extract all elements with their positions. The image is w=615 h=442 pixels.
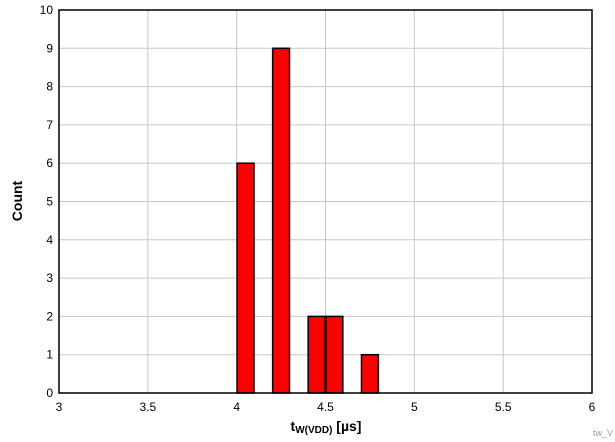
x-tick-label: 4.5	[317, 400, 334, 414]
y-tick-label: 0	[46, 386, 53, 400]
x-tick-label: 5.5	[495, 400, 512, 414]
histogram-bar	[360, 353, 380, 394]
y-tick-label: 10	[40, 3, 54, 17]
x-tick-label: 3.5	[139, 400, 156, 414]
y-tick-label: 2	[46, 309, 53, 323]
x-tick-label: 6	[589, 400, 596, 414]
x-axis-title-unit: [µs]	[332, 418, 361, 434]
plot-frame	[58, 9, 593, 394]
x-axis-title-main: t	[291, 418, 296, 434]
x-tick-label: 3	[56, 400, 63, 414]
x-axis-title: tW(VDD) [µs]	[291, 418, 362, 436]
y-tick-label: 8	[46, 80, 53, 94]
watermark-label: tw_V	[593, 428, 613, 438]
y-tick-label: 6	[46, 156, 53, 170]
x-tick-label: 4	[233, 400, 240, 414]
y-tick-label: 9	[46, 41, 53, 55]
y-tick-label: 4	[46, 233, 53, 247]
x-axis-title-subscript: W(VDD)	[295, 425, 332, 436]
histogram-bar	[271, 47, 291, 394]
histogram-bar	[325, 315, 344, 394]
x-tick-label: 5	[411, 400, 418, 414]
x-tick-labels: 3 3.5 4 4.5 5 5.5 6	[56, 400, 596, 414]
y-tick-label: 3	[46, 271, 53, 285]
y-tick-labels: 0 1 2 3 4 5 6 7 8 9 10	[40, 3, 54, 400]
y-tick-label: 1	[46, 348, 53, 362]
y-axis-title: Count	[9, 180, 25, 221]
y-tick-label: 7	[46, 118, 53, 132]
histogram-bar	[236, 162, 255, 394]
histogram-bar	[307, 315, 326, 394]
bars-group	[236, 47, 380, 394]
y-tick-label: 5	[46, 195, 53, 209]
